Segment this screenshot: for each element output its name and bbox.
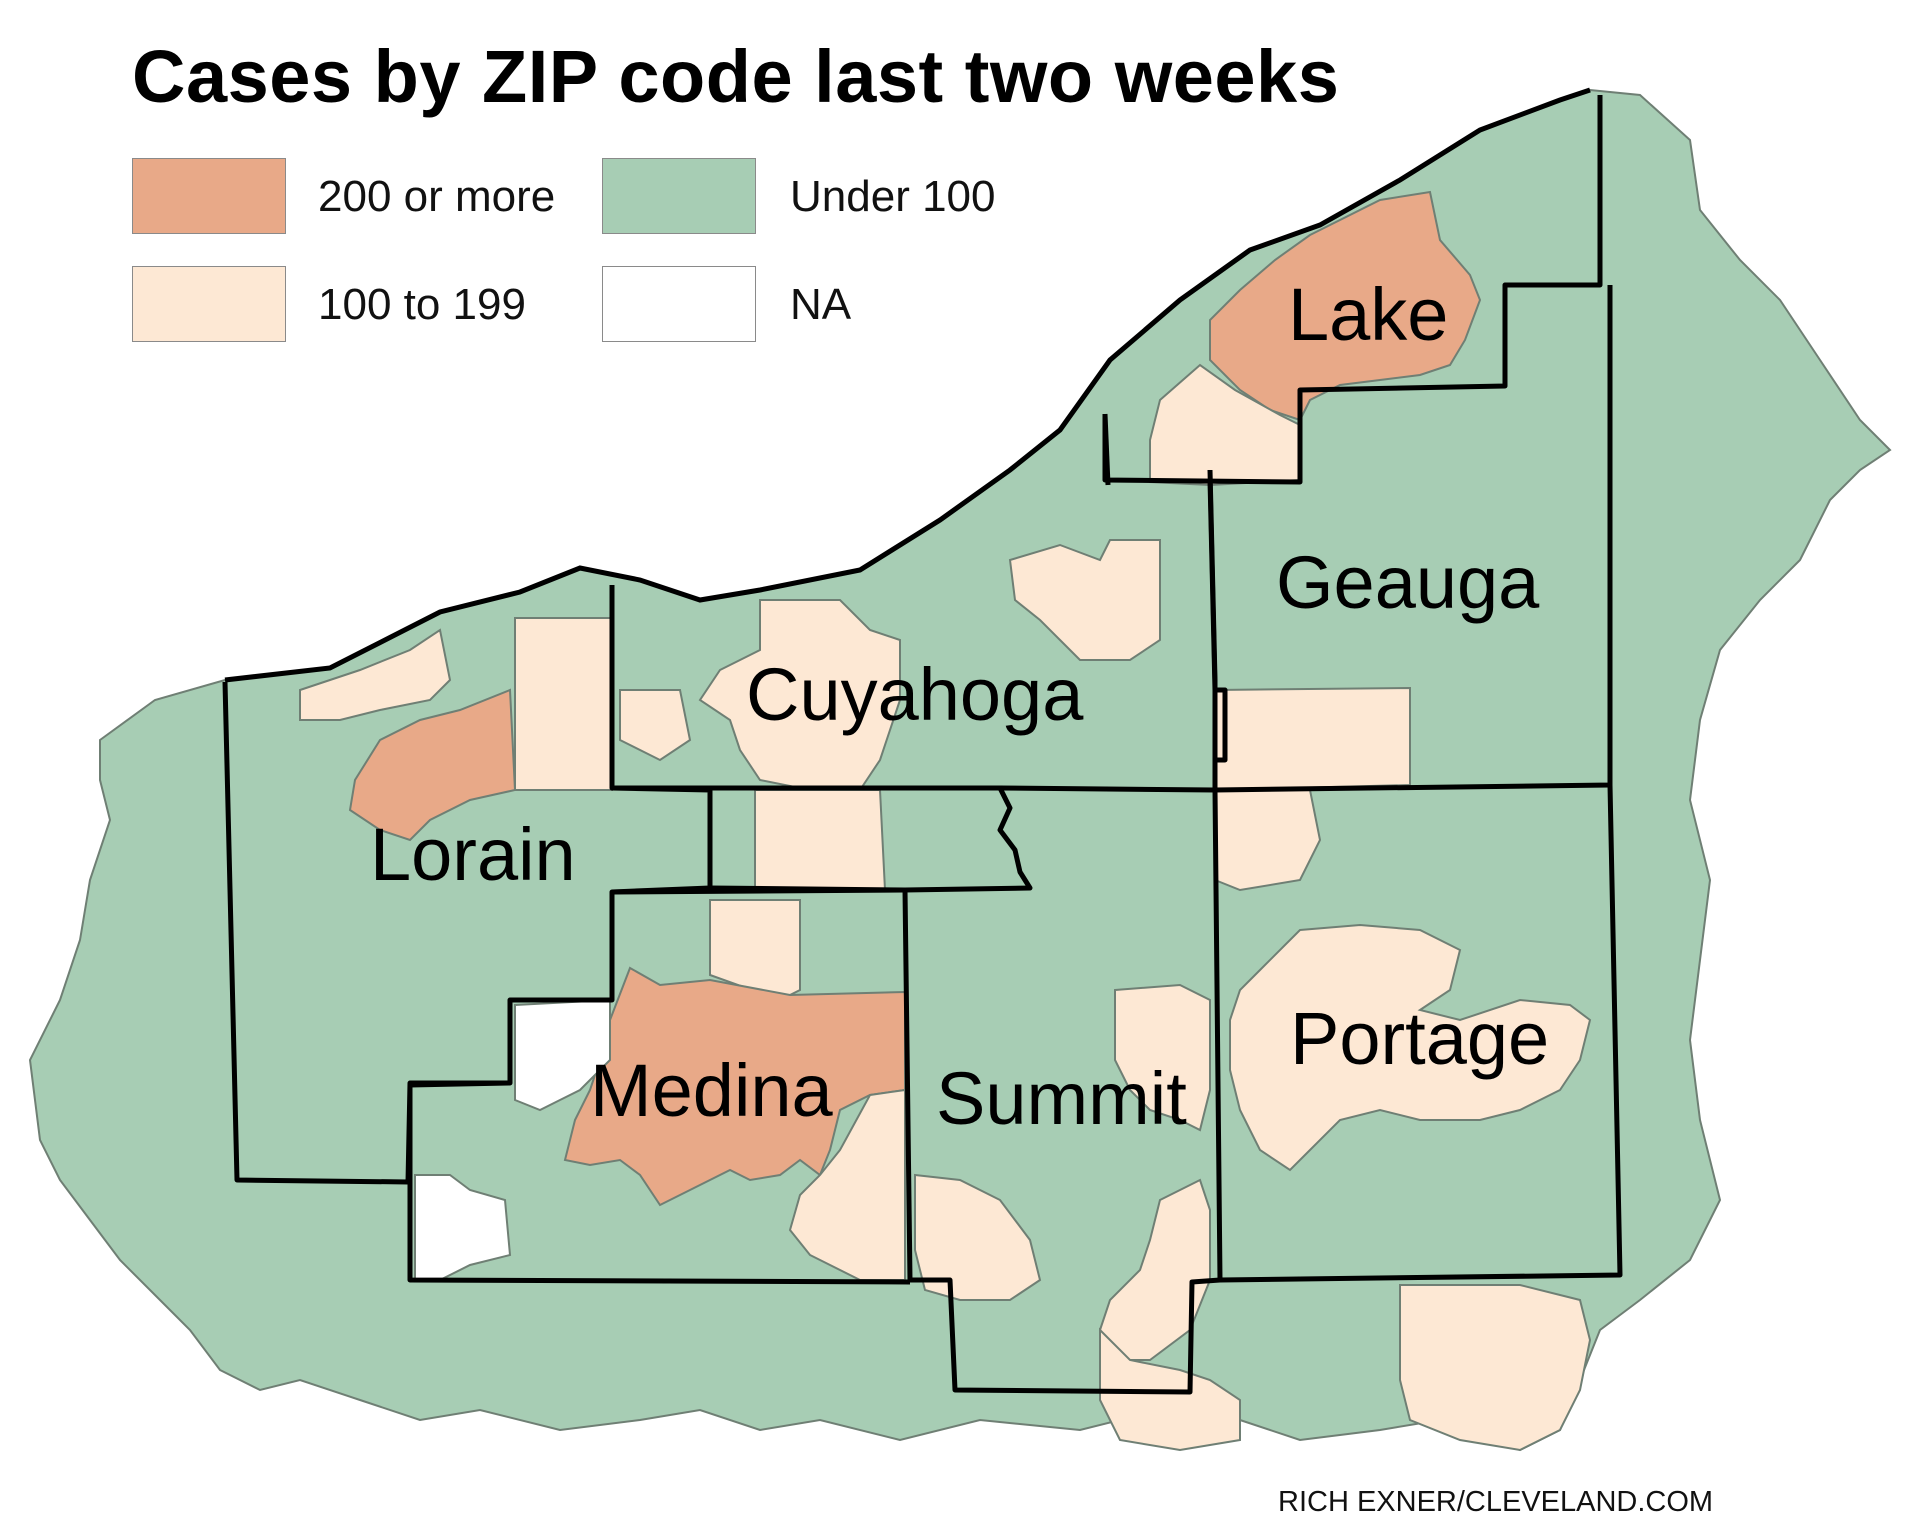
- county-label-cuyahoga: Cuyahoga: [746, 653, 1084, 736]
- county-label-geauga: Geauga: [1276, 541, 1540, 624]
- legend-swatch-200-or-more: [132, 158, 286, 234]
- region-cuyahoga-east-100to199: [1008, 539, 1161, 661]
- region-medina-na-north: [514, 998, 611, 1112]
- region-lorain-shore-100to199: [299, 628, 452, 721]
- region-portage-central-100to199: [1229, 923, 1592, 1172]
- region-cuyahoga-south-100to199: [754, 789, 887, 891]
- county-borders: [222, 95, 1623, 1395]
- region-lake-200plus: [1209, 190, 1482, 422]
- legend-label-na: NA: [790, 280, 852, 329]
- county-label-medina: Medina: [590, 1049, 833, 1132]
- region-geauga-south-100to199: [1214, 686, 1411, 792]
- legend-swatch-under-100: [602, 158, 756, 234]
- region-cuyahoga-west-100to199: [619, 689, 692, 762]
- county-label-portage: Portage: [1290, 997, 1550, 1080]
- region-summit-southwest-100to199: [914, 1173, 1042, 1301]
- county-label-lake: Lake: [1288, 273, 1449, 356]
- lake-erie-shoreline: [224, 87, 1591, 683]
- legend-label-200-or-more: 200 or more: [318, 172, 556, 221]
- legend-swatch-100-to-199: [132, 266, 286, 342]
- region-lorain-200plus: [348, 688, 517, 842]
- region-summit-east-100to199: [1114, 983, 1211, 1132]
- legend-label-100-to-199: 100 to 199: [318, 280, 526, 329]
- region-medina-southeast-100to199: [788, 1088, 906, 1281]
- lake-county-border: [1102, 413, 1111, 486]
- map-title: Cases by ZIP code last two weeks: [132, 35, 1340, 118]
- region-lorain-north-100to199: [514, 617, 613, 791]
- credit-line: RICH EXNER/CLEVELAND.COM: [1278, 1486, 1714, 1518]
- county-label-lorain: Lorain: [370, 813, 576, 896]
- legend-swatch-na: [602, 266, 756, 342]
- region-south-100to199-b: [1399, 1284, 1592, 1452]
- legend-label-under-100: Under 100: [790, 172, 996, 221]
- county-label-summit: Summit: [936, 1057, 1187, 1140]
